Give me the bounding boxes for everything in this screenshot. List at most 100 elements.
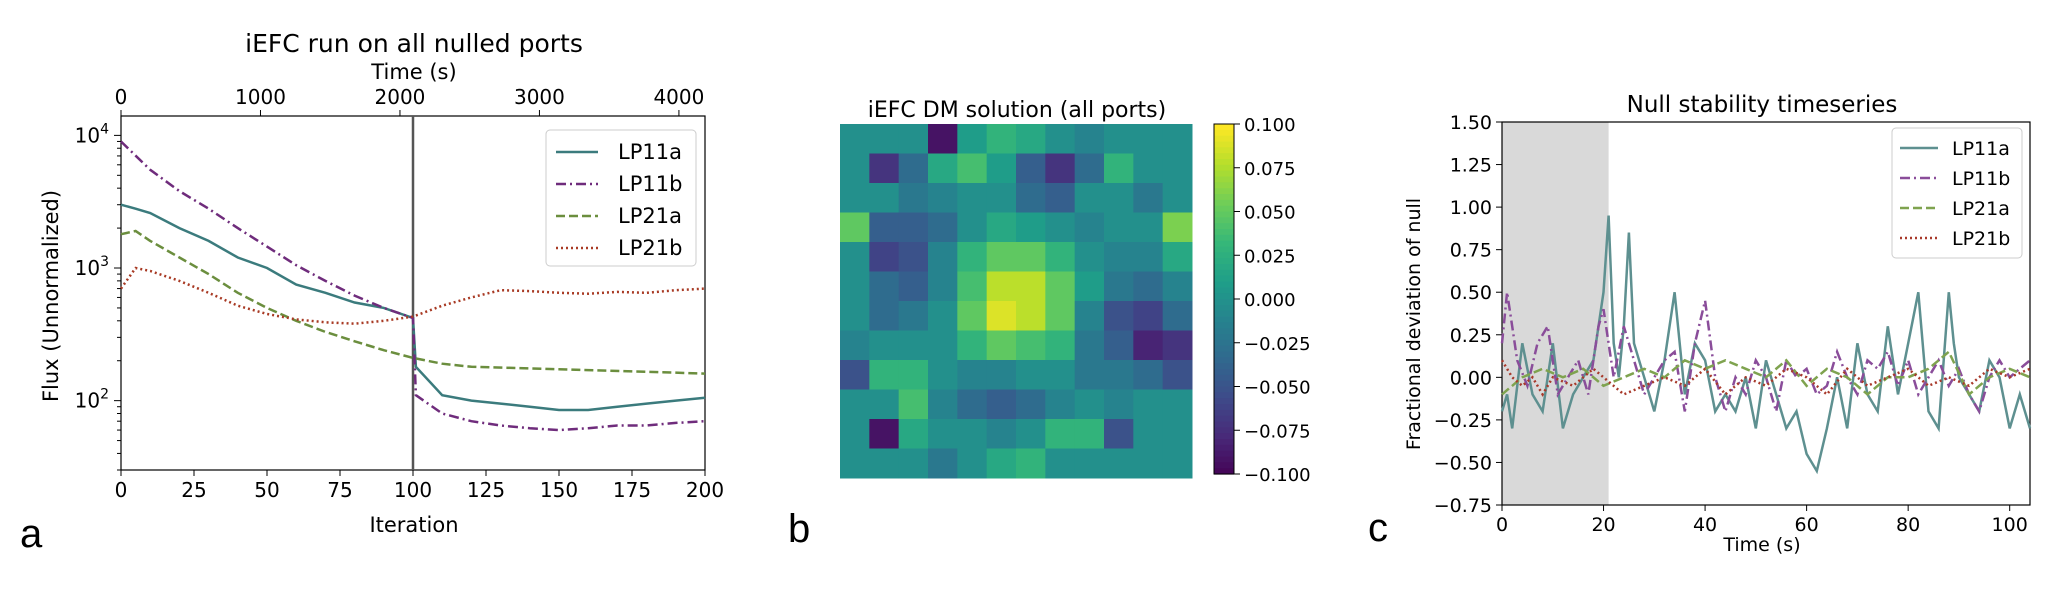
colorbar-segment <box>1214 380 1234 388</box>
heatmap-cell <box>986 419 1017 449</box>
heatmap-cell <box>898 242 929 272</box>
heatmap-cell <box>928 212 958 243</box>
panel-a-xtick-label: 150 <box>540 478 578 502</box>
heatmap-cell <box>928 448 958 479</box>
panel-c-legend-label: LP21b <box>1952 228 2010 250</box>
colorbar-segment <box>1214 444 1234 452</box>
colorbar-segment <box>1214 275 1234 283</box>
colorbar-segment <box>1214 456 1234 463</box>
panel-c-legend-label: LP21a <box>1952 198 2010 220</box>
colorbar-segment <box>1214 129 1234 137</box>
heatmap-cell <box>1045 271 1076 302</box>
colorbar-segment <box>1214 176 1234 183</box>
panel-a-xtick-label: 200 <box>686 478 724 502</box>
heatmap-cell <box>1162 330 1193 361</box>
panel-c-ytick-label: −0.25 <box>1434 410 1492 432</box>
colorbar-segment <box>1214 316 1234 323</box>
colorbar-segment <box>1214 310 1234 318</box>
panel-a-xtick-label: 100 <box>394 478 432 502</box>
colorbar-segment <box>1214 398 1234 405</box>
heatmap-cell <box>840 183 870 213</box>
heatmap-cell <box>1133 360 1164 390</box>
heatmap-cell <box>840 124 870 154</box>
colorbar-segment <box>1214 404 1234 411</box>
heatmap-cell <box>1074 242 1105 272</box>
colorbar-segment <box>1214 164 1234 172</box>
colorbar-segment <box>1214 217 1234 224</box>
colorbar-segment <box>1214 427 1234 434</box>
heatmap-cell <box>957 301 988 331</box>
heatmap-cell <box>1045 242 1076 272</box>
colorbar-tick-label: 0.025 <box>1244 246 1296 267</box>
heatmap-cell <box>1045 389 1076 420</box>
panel-b-heatmap: iEFC DM solution (all ports) 0.1000.0750… <box>840 98 1311 486</box>
heatmap-cell <box>1162 360 1193 390</box>
heatmap-cell <box>840 360 870 390</box>
panel-c-legend-label: LP11b <box>1952 168 2010 190</box>
panel-c-ytick-label: 1.25 <box>1450 155 1492 177</box>
heatmap-cell <box>1133 271 1164 302</box>
heatmap-cell <box>840 330 870 361</box>
heatmap-cell <box>898 360 929 390</box>
heatmap-cell <box>869 271 900 302</box>
panel-a-xtick-label: 25 <box>181 478 206 502</box>
heatmap-cell <box>840 153 870 184</box>
colorbar-segment <box>1214 258 1234 265</box>
heatmap-cell <box>957 448 988 479</box>
heatmap-cell <box>840 242 870 272</box>
colorbar-segment <box>1214 299 1234 306</box>
heatmap-cell <box>928 389 958 420</box>
heatmap-cell <box>840 419 870 449</box>
heatmap-cell <box>928 153 958 184</box>
heatmap-cell <box>957 330 988 361</box>
colorbar-tick-label: −0.075 <box>1244 421 1311 442</box>
panel-a-legend-label: LP11b <box>618 172 682 196</box>
colorbar-segment <box>1214 351 1234 358</box>
panel-c-title: Null stability timeseries <box>1627 92 1898 118</box>
panel-a-legend: LP11a LP11b LP21a LP21b <box>545 129 697 267</box>
heatmap-cell <box>1104 124 1134 154</box>
panel-c-shaded-region <box>1502 122 1609 505</box>
heatmap-cell <box>898 271 929 302</box>
heatmap-cell <box>957 389 988 420</box>
colorbar-segment <box>1214 182 1234 189</box>
heatmap-cell <box>1045 124 1076 154</box>
heatmap-cell <box>1045 183 1076 213</box>
colorbar-segment <box>1214 211 1234 218</box>
heatmap-cell <box>898 212 929 243</box>
heatmap-cell <box>869 153 900 184</box>
heatmap-cell <box>1045 360 1076 390</box>
colorbar-segment <box>1214 409 1234 417</box>
heatmap-cell <box>1104 212 1134 243</box>
panel-c-ylabel: Fractional deviation of null <box>1403 198 1425 450</box>
heatmap-cell <box>840 301 870 331</box>
heatmap-cell <box>986 271 1017 302</box>
heatmap-cell <box>1074 124 1105 154</box>
panel-c-series-LP21a <box>1501 349 2031 397</box>
heatmap-cell <box>928 242 958 272</box>
panel-a-xtick-label: 125 <box>467 478 505 502</box>
panel-a-legend-label: LP21b <box>618 236 682 260</box>
colorbar-segment <box>1214 170 1234 178</box>
heatmap-cell <box>1104 330 1134 361</box>
panel-c-xtick-label: 80 <box>1896 514 1920 536</box>
heatmap-cell <box>1104 271 1134 302</box>
colorbar-tick-label: −0.025 <box>1244 334 1311 355</box>
heatmap-cell <box>1162 124 1193 154</box>
colorbar-segment <box>1214 386 1234 393</box>
panel-c-ytick-label: −0.75 <box>1434 495 1492 517</box>
panel-c-xtick-label: 20 <box>1591 514 1615 536</box>
colorbar-segment <box>1214 240 1234 248</box>
panel-c-ytick-label: 0.00 <box>1450 367 1492 389</box>
heatmap-cell <box>1074 389 1105 420</box>
heatmap-cell <box>928 330 958 361</box>
heatmap-cell <box>1162 183 1193 213</box>
heatmap-cell <box>869 301 900 331</box>
colorbar-tick-label: 0.050 <box>1244 203 1296 224</box>
heatmap-cell <box>1133 448 1164 479</box>
heatmap-cell <box>1074 330 1105 361</box>
heatmap-cell <box>986 448 1017 479</box>
panel-a-top-tick-label: 0 <box>115 85 128 109</box>
heatmap-cell <box>928 124 958 154</box>
panel-a-flux-chart: iEFC run on all nulled ports Time (s) It… <box>39 29 724 537</box>
